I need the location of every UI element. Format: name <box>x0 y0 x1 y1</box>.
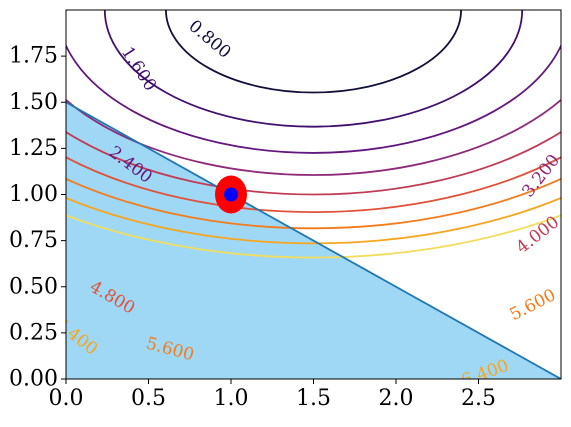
contour-line-7.2 <box>66 214 561 259</box>
contour-line-2.4 <box>66 43 561 154</box>
x-tick-label: 0.0 <box>49 386 84 411</box>
y-tick-label: 1.50 <box>9 90 58 115</box>
contour-label: 4.000 <box>513 212 564 258</box>
y-tick-label: 0.75 <box>9 228 58 253</box>
contour-lines-layer <box>66 10 561 259</box>
contour-line-4 <box>66 130 561 196</box>
contour-line-5.6 <box>66 177 561 230</box>
x-axis: 0.0 0.5 1.0 1.5 2.0 2.5 <box>49 379 496 411</box>
contour-line-0.8 <box>165 10 462 94</box>
contour-line-1.6 <box>103 10 524 128</box>
marker-layer <box>215 175 247 214</box>
y-tick-label: 0.00 <box>9 367 58 392</box>
contour-line-4.8 <box>66 156 561 213</box>
y-tick-label: 1.00 <box>9 182 58 207</box>
contour-line-3.2 <box>66 98 561 176</box>
x-tick-label: 1.5 <box>296 386 331 411</box>
y-tick-label: 0.50 <box>9 274 58 299</box>
contour-label: 3.200 <box>518 151 564 202</box>
x-tick-label: 2.5 <box>461 386 496 411</box>
y-tick-label: 1.75 <box>9 44 58 69</box>
contour-label: 5.600 <box>507 285 559 325</box>
x-tick-label: 2.0 <box>379 386 414 411</box>
optimum-marker-inner <box>224 187 238 202</box>
contour-label: 1.600 <box>117 43 160 95</box>
constraint-line <box>66 101 561 379</box>
y-axis: 0.00 0.25 0.50 0.75 1.00 1.25 1.50 1.75 <box>9 44 66 392</box>
x-tick-label: 0.5 <box>131 386 166 411</box>
constraint-layer <box>66 101 561 379</box>
y-tick-label: 1.25 <box>9 136 58 161</box>
contour-line-6.4 <box>66 196 561 245</box>
y-tick-label: 0.25 <box>9 320 58 345</box>
x-tick-label: 1.0 <box>214 386 249 411</box>
